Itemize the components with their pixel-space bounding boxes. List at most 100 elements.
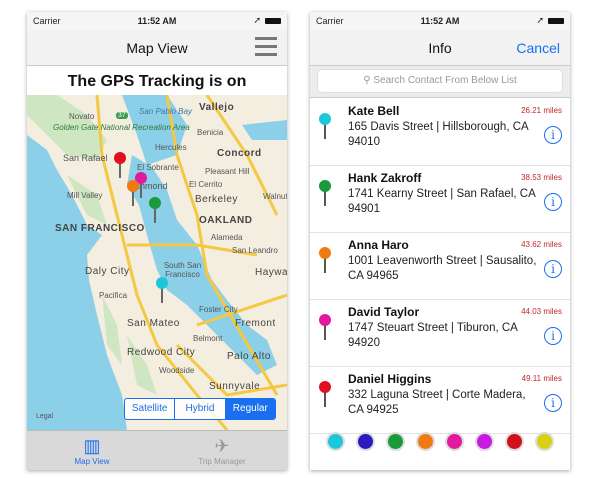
map-label: Palo Alto xyxy=(227,351,271,362)
map-label: Fremont xyxy=(235,318,276,329)
map-label: Redwood City xyxy=(127,347,196,358)
contact-distance: 44.03 miles xyxy=(521,307,562,316)
map-label: San Francisco xyxy=(55,223,145,234)
map-pin-red[interactable] xyxy=(114,152,126,178)
map-pin-magenta[interactable] xyxy=(135,172,147,198)
nav-bar: Info Cancel xyxy=(310,30,570,66)
search-bar: ⚲ Search Contact From Below List xyxy=(310,66,570,98)
map-label: San Mateo xyxy=(127,318,180,329)
color-filter-button[interactable] xyxy=(445,432,465,451)
contact-address: 1001 Leavenworth Street | Sausalito, CA … xyxy=(348,255,537,282)
gps-status-text: The GPS Tracking is on xyxy=(67,73,247,90)
tab-label: Trip Manager xyxy=(198,457,246,466)
color-filter-bar xyxy=(326,432,554,451)
cancel-button[interactable]: Cancel xyxy=(516,40,560,56)
map-label: Walnut xyxy=(263,192,287,201)
carrier-label: Carrier xyxy=(33,16,61,26)
color-filter-button[interactable] xyxy=(326,432,345,451)
pin-icon xyxy=(319,314,331,340)
tab-bar: ▥ Map View ✈ Trip Manager xyxy=(27,430,287,470)
contact-name: Daniel Higgins xyxy=(348,372,432,386)
contact-name: David Taylor xyxy=(348,305,420,319)
map-pin-orange[interactable] xyxy=(127,180,139,206)
map-label: El Sobrante xyxy=(137,163,179,172)
pin-icon xyxy=(319,180,331,206)
contact-row[interactable]: Kate Bell 165 Davis Street | Hillsboroug… xyxy=(310,99,570,166)
contact-address: 332 Laguna Street | Corte Madera, CA 949… xyxy=(348,389,526,416)
map-label: Daly City xyxy=(85,266,130,277)
tab-label: Map View xyxy=(74,457,110,466)
pin-icon xyxy=(319,113,331,139)
info-icon[interactable]: i xyxy=(544,394,562,412)
page-title: Info xyxy=(428,40,452,56)
map-label: San Rafael xyxy=(63,153,108,163)
map-label: Vallejo xyxy=(199,102,235,113)
battery-icon xyxy=(265,18,281,24)
map-label: El Cerrito xyxy=(189,180,223,189)
color-filter-button[interactable] xyxy=(534,432,554,451)
map-label: South San Francisco xyxy=(163,261,202,279)
map-label: Concord xyxy=(217,148,262,159)
nav-bar: Map View xyxy=(27,30,287,66)
map-label: Richmond xyxy=(127,181,168,191)
color-filter-button[interactable] xyxy=(475,432,495,451)
contact-name: Hank Zakroff xyxy=(348,171,422,185)
contact-row[interactable]: Hank Zakroff 1741 Kearny Street | San Ra… xyxy=(310,166,570,233)
map-geography xyxy=(27,95,287,430)
status-bar: Carrier 11:52 AM ➚ xyxy=(27,12,287,30)
location-arrow-icon: ➚ xyxy=(253,15,261,25)
tab-map-view[interactable]: ▥ Map View xyxy=(47,435,137,466)
airplane-icon: ✈ xyxy=(214,436,230,456)
map-label: Sunnyvale xyxy=(209,381,261,392)
search-input[interactable]: ⚲ Search Contact From Below List xyxy=(318,70,562,92)
contact-distance: 38.53 miles xyxy=(521,173,562,182)
map-label: Benicia xyxy=(197,128,224,137)
map-type-segmented-control: Satellite Hybrid Regular xyxy=(124,398,276,420)
pin-icon xyxy=(319,247,331,273)
map-label: Mill Valley xyxy=(67,191,103,200)
contact-row[interactable]: David Taylor 1747 Steuart Street | Tibur… xyxy=(310,300,570,367)
map-icon: ▥ xyxy=(83,436,101,456)
satellite-segment[interactable]: Satellite xyxy=(125,399,176,419)
color-filter-button[interactable] xyxy=(415,432,435,451)
map-label: Woodside xyxy=(159,366,195,375)
menu-icon[interactable] xyxy=(255,37,277,57)
contact-name: Kate Bell xyxy=(348,104,400,118)
contact-row[interactable]: Anna Haro 1001 Leavenworth Street | Saus… xyxy=(310,233,570,300)
carrier-label: Carrier xyxy=(316,16,344,26)
search-icon: ⚲ xyxy=(363,75,374,86)
map-label: Golden Gate National Recreation Area xyxy=(53,123,190,132)
map-label: Hercules xyxy=(155,143,187,152)
pin-icon xyxy=(319,381,331,407)
color-filter-button[interactable] xyxy=(385,432,405,451)
color-filter-button[interactable] xyxy=(505,432,525,451)
map-pin-green[interactable] xyxy=(149,197,161,223)
info-icon[interactable]: i xyxy=(544,193,562,211)
hybrid-segment[interactable]: Hybrid xyxy=(175,399,226,419)
tab-trip-manager[interactable]: ✈ Trip Manager xyxy=(177,435,267,466)
contact-distance: 49.11 miles xyxy=(521,374,562,383)
contact-address: 1741 Kearny Street | San Rafael, CA 9490… xyxy=(348,188,536,215)
map-view-screen: Carrier 11:52 AM ➚ Map View The GPS Trac… xyxy=(27,12,287,470)
color-filter-button[interactable] xyxy=(355,432,375,451)
regular-segment[interactable]: Regular xyxy=(225,399,275,419)
info-icon[interactable]: i xyxy=(544,260,562,278)
contact-address: 1747 Steuart Street | Tiburon, CA 94920 xyxy=(348,322,518,349)
battery-icon xyxy=(548,18,564,24)
map-label: Hayward xyxy=(255,267,287,278)
contact-row[interactable]: Daniel Higgins 332 Laguna Street | Corte… xyxy=(310,367,570,434)
legal-link[interactable]: Legal xyxy=(36,413,54,420)
info-icon[interactable]: i xyxy=(544,327,562,345)
map-label: Pacifica xyxy=(99,291,128,300)
map-pin-cyan[interactable] xyxy=(156,277,168,303)
highway-shield: 37 xyxy=(116,112,128,119)
contact-distance: 43.62 miles xyxy=(521,240,562,249)
status-bar: Carrier 11:52 AM ➚ xyxy=(310,12,570,30)
map-label: Novato xyxy=(69,112,95,121)
contact-distance: 26.21 miles xyxy=(521,106,562,115)
map-label: Berkeley xyxy=(195,194,238,205)
info-screen: Carrier 11:52 AM ➚ Info Cancel ⚲ Search … xyxy=(310,12,570,470)
info-icon[interactable]: i xyxy=(544,126,562,144)
map-label: Oakland xyxy=(199,215,253,226)
map[interactable]: Novato San Pablo Bay Vallejo Golden Gate… xyxy=(27,95,287,430)
